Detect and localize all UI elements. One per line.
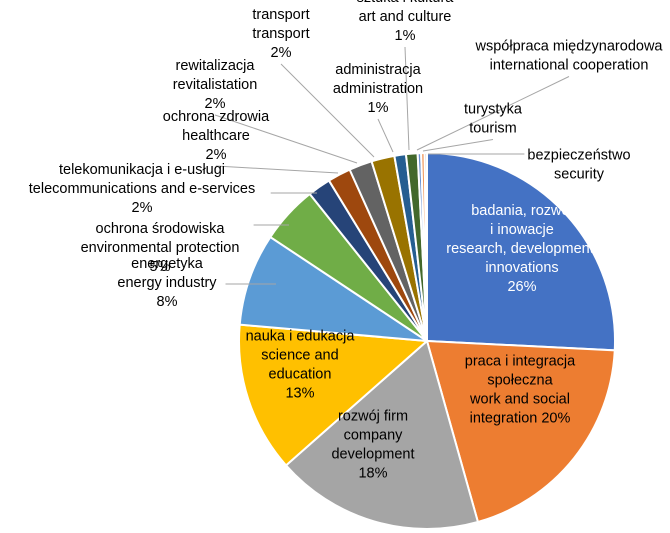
slice-label: bezpieczeństwo security (527, 148, 630, 183)
pie-slices (238, 151, 616, 530)
slice-label-line: społeczna (487, 373, 553, 389)
slice-label-line: praca i integracja (465, 354, 576, 370)
slice-label-line: international cooperation (490, 58, 649, 74)
slice-label-line: energetyka (131, 256, 204, 272)
slice-label-line: tourism (469, 121, 517, 137)
slice-label-line: ochrona środowiska (96, 221, 226, 237)
slice-label: ochrona zdrowia healthcare 2% (163, 109, 270, 163)
slice-label-line: science and (261, 348, 338, 364)
leader-line (404, 46, 410, 151)
slice-label-line: 2% (206, 147, 227, 163)
slice-label-line: współpraca międzynarodowa (475, 39, 664, 55)
slice-label-line: 18% (358, 466, 387, 482)
slice-label: ochrona środowiska environmental protecti… (81, 221, 240, 275)
leader-line (422, 139, 494, 152)
slice-label-line: administracja (335, 62, 421, 78)
slice-label-line: work and social (469, 392, 570, 408)
slice-label-line: 1% (395, 28, 416, 44)
slice-label-line: telekomunikacja i e-usługi (59, 162, 225, 178)
slice-label: badania, rozwój i inowacje research, devel… (446, 203, 598, 295)
slice-label-line: 1% (368, 100, 389, 116)
leader-line (214, 114, 358, 164)
slice-label: rozwój firm company development 18% (331, 409, 414, 482)
slice-label-line: nauka i edukacja (246, 329, 356, 345)
slice-label: sztuka i kultura art and culture 1% (357, 0, 455, 44)
slice-label-line: art and culture (359, 9, 452, 25)
slice-label-line: sztuka i kultura (357, 0, 455, 6)
slice-label-line: transport (252, 7, 309, 23)
slice-label-line: rozwój firm (338, 409, 408, 425)
slice-label-line: energy industry (117, 275, 217, 291)
pie-slice (238, 323, 430, 467)
slice-label: turystyka tourism (464, 102, 523, 137)
slice-label-line: ochrona zdrowia (163, 109, 270, 125)
slice-label-line: 26% (507, 279, 536, 295)
leader-line (215, 165, 339, 174)
leader-line (377, 118, 394, 153)
slice-label-line: development (331, 447, 414, 463)
slice-label-line: telecommunications and e-services (29, 181, 255, 197)
slice-label-line: 13% (285, 386, 314, 402)
slice-label-line: badania, rozwój (471, 203, 573, 219)
slice-label-line: integration 20% (470, 411, 571, 427)
slice-label-line: research, development, (446, 241, 598, 257)
slice-label: administracja administration 1% (333, 62, 423, 116)
slice-labels: badania, rozwój i inowacje research, devel… (29, 0, 664, 482)
slice-label-line: security (554, 167, 605, 183)
slice-label-line: 2% (132, 200, 153, 216)
slice-label-line: bezpieczeństwo (527, 148, 630, 164)
slice-label-line: innovations (485, 260, 558, 276)
pie-slice (426, 151, 616, 352)
leader-lines (214, 46, 570, 285)
pie-slice (423, 151, 428, 342)
slice-label-line: turystyka (464, 102, 523, 118)
slice-label-line: 8% (157, 294, 178, 310)
slice-label-line: rewitalizacja (176, 58, 256, 74)
slice-label: współpraca międzynarodowa international c… (475, 39, 664, 74)
slice-label-line: revitalistation (173, 77, 258, 93)
slice-label-line: company (344, 428, 404, 444)
slice-label-line: 2% (205, 96, 226, 112)
pie-slice (425, 339, 616, 524)
slice-label-line: environmental protection (81, 240, 240, 256)
pie-slice (238, 235, 428, 342)
leader-line (416, 76, 570, 151)
slice-label: telekomunikacja i e-usługi telecommunicat… (29, 162, 255, 216)
pie-slice (284, 339, 480, 530)
slice-label-line: education (269, 367, 332, 383)
slice-label: rewitalizacja revitalistation 2% (173, 58, 258, 112)
slice-label-line: administration (333, 81, 423, 97)
slice-label-line: i inowacje (490, 222, 554, 238)
slice-label: nauka i edukacja science and education 13% (246, 329, 356, 402)
slice-label-line: 5% (150, 259, 171, 275)
slice-label-line: transport (252, 26, 309, 42)
slice-label: praca i integracja społeczna work and soci… (465, 354, 576, 427)
slice-label: energetyka energy industry 8% (117, 256, 217, 310)
slice-label-line: 2% (271, 45, 292, 61)
slice-label-line: healthcare (182, 128, 250, 144)
slice-label: transport transport 2% (252, 7, 309, 61)
leader-line (280, 63, 375, 158)
